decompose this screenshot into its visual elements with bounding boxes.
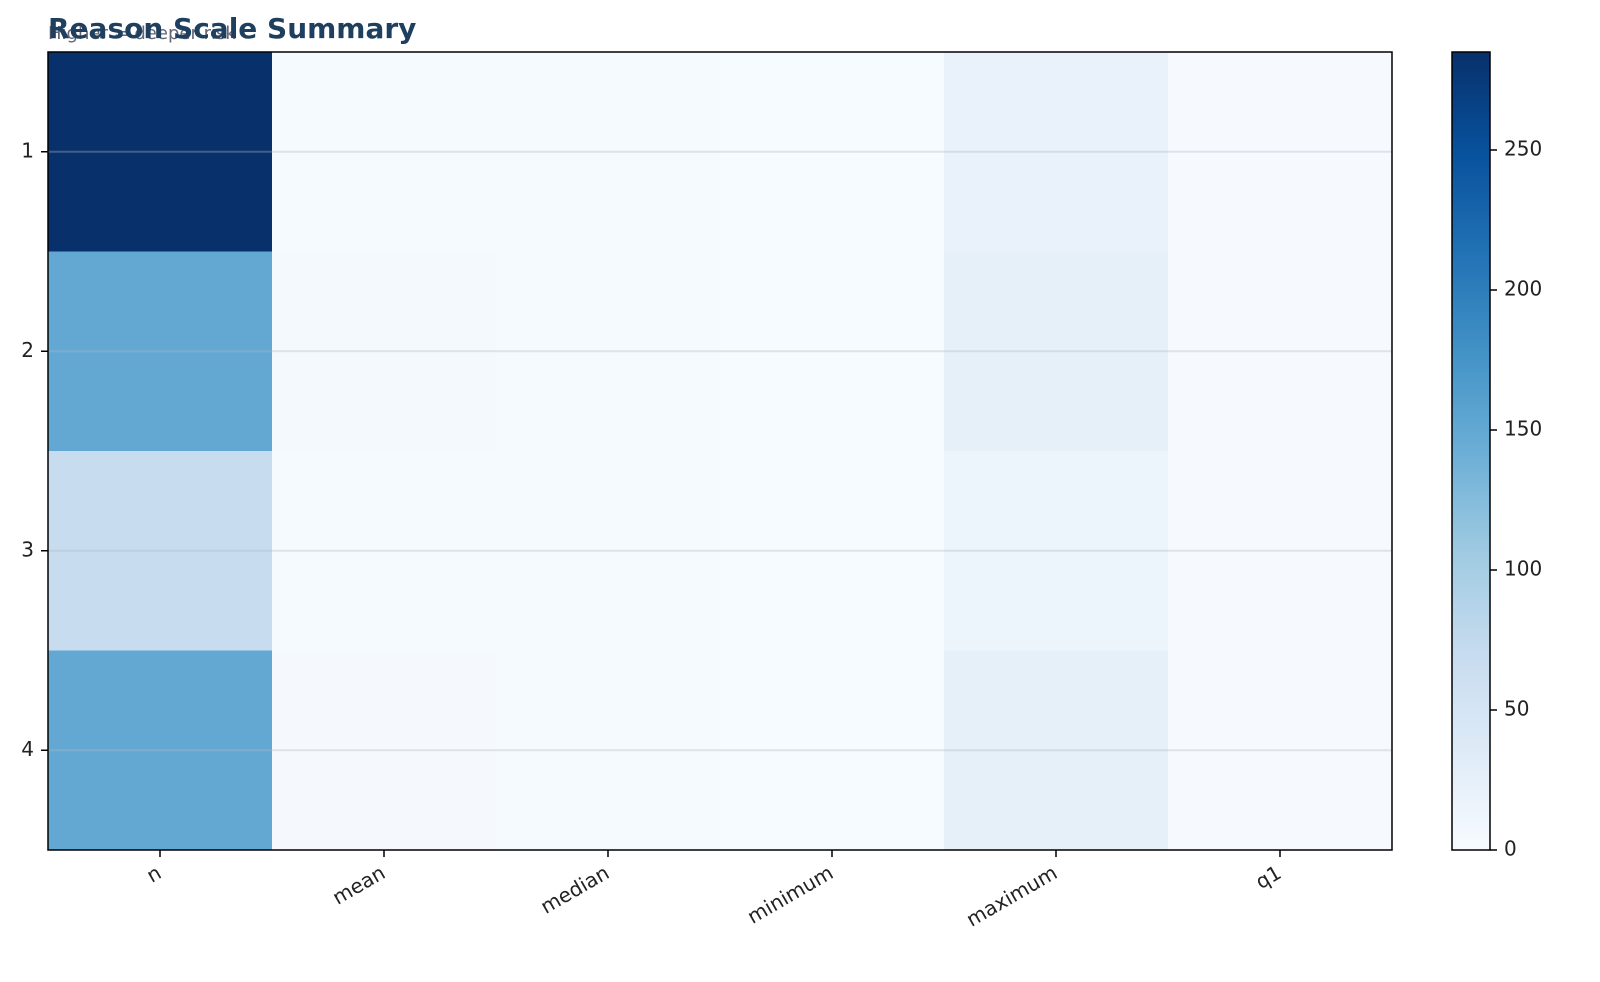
colorbar-tick-label: 150 xyxy=(1504,417,1542,441)
heat-cell xyxy=(48,650,273,851)
colorbar-tick-label: 50 xyxy=(1504,697,1529,721)
plot-frame xyxy=(47,51,1393,851)
colorbar-tick-label: 250 xyxy=(1504,137,1542,161)
heat-cell xyxy=(720,451,945,651)
heat-cell xyxy=(944,251,1169,452)
x-tick-label: mean xyxy=(328,860,389,909)
heat-cell xyxy=(944,451,1169,651)
x-tick-label: n xyxy=(142,860,165,887)
heat-cell xyxy=(272,251,497,452)
heat-cell xyxy=(48,251,273,452)
heat-cell xyxy=(1168,52,1393,252)
x-tick-label: maximum xyxy=(962,860,1061,931)
heat-cell xyxy=(720,52,945,252)
heat-cell xyxy=(720,251,945,452)
heat-cell xyxy=(1168,451,1393,651)
x-tick-label: minimum xyxy=(743,860,837,928)
heat-cell xyxy=(496,451,721,651)
heat-cell xyxy=(944,52,1169,252)
heat-cell xyxy=(1168,650,1393,851)
x-tick-label: q1 xyxy=(1251,860,1285,893)
heat-cell xyxy=(272,650,497,851)
y-tick-label: 2 xyxy=(21,338,34,362)
heat-cell xyxy=(720,650,945,851)
x-tick-label: median xyxy=(536,860,613,918)
heat-cell xyxy=(272,52,497,252)
heat-cell xyxy=(944,650,1169,851)
chart-subtitle: Higher = deeper risk xyxy=(48,23,236,44)
chart-title: Reason Scale Summary xyxy=(48,12,416,45)
heat-cell xyxy=(496,251,721,452)
colorbar-tick-label: 0 xyxy=(1504,837,1517,861)
heat-cell xyxy=(1168,251,1393,452)
heat-cell xyxy=(272,451,497,651)
colorbar-tick-label: 200 xyxy=(1504,277,1542,301)
y-tick-label: 4 xyxy=(21,737,34,761)
y-tick-label: 3 xyxy=(21,537,34,561)
y-tick-label: 1 xyxy=(21,138,34,162)
heat-cell xyxy=(496,52,721,252)
colorbar-tick-label: 100 xyxy=(1504,557,1542,581)
heat-cell xyxy=(48,451,273,651)
heat-cell xyxy=(48,52,273,252)
colorbar xyxy=(1451,51,1491,851)
heat-cell xyxy=(496,650,721,851)
